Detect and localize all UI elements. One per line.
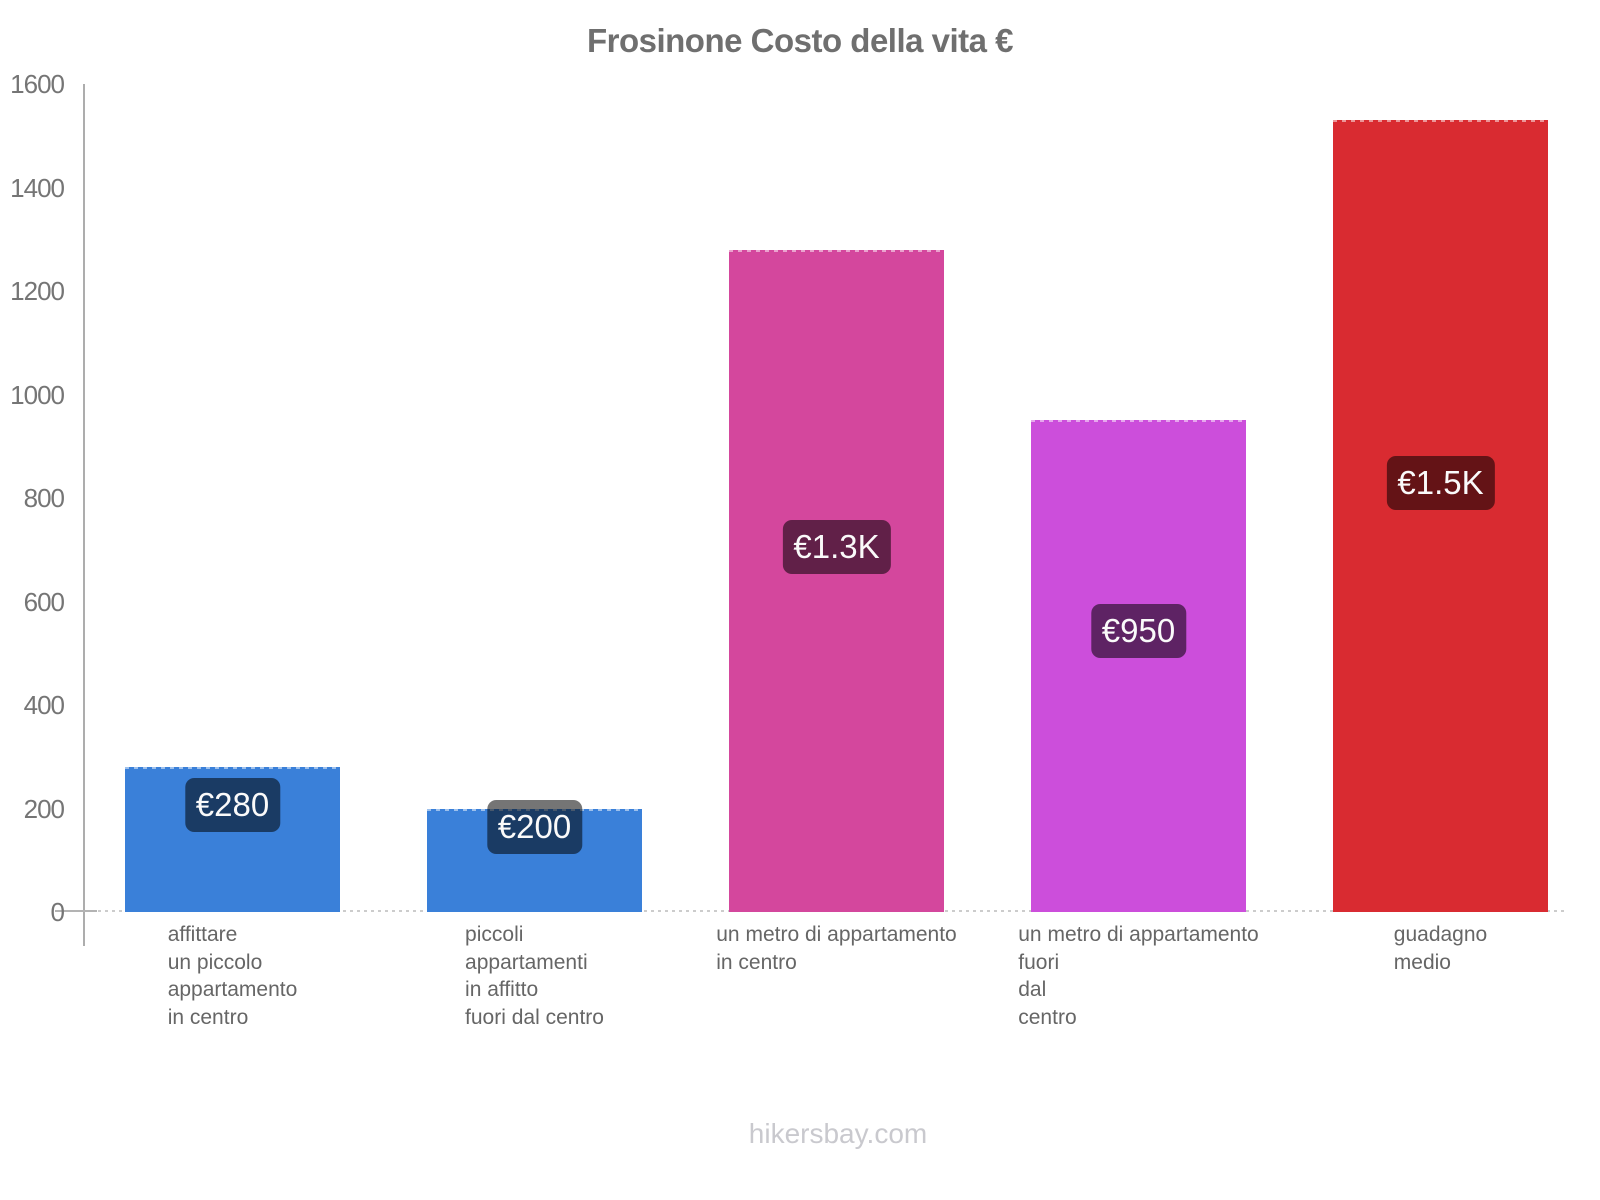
y-tick-label: 200 (23, 793, 65, 824)
y-tick-label: 600 (23, 586, 65, 617)
bar-value-badge: €1.5K (1386, 456, 1495, 510)
bar: €200 (427, 800, 642, 912)
x-tick-label: affittare un piccolo appartamento in cen… (167, 923, 298, 1029)
y-tick-label: 0 (50, 897, 65, 927)
x-tick-label: un metro di appartamento fuori dal centr… (1018, 923, 1259, 1029)
bar: €280 (125, 767, 340, 912)
bar-value-badge: €280 (184, 778, 281, 832)
y-tick-label: 1400 (10, 172, 65, 203)
bar-value-badge: €1.3K (782, 520, 891, 574)
bar: €1.3K (729, 250, 944, 912)
y-tick-label: 1000 (10, 379, 65, 410)
y-tick-label: 400 (23, 690, 65, 720)
bar-value-badge: €200 (486, 800, 583, 854)
y-tick-label: 1600 (10, 69, 65, 99)
footer-watermark: hikersbay.com (748, 1118, 928, 1149)
zero-tick (55, 910, 97, 912)
bar: €1.5K (1333, 120, 1548, 912)
x-tick-label: guadagno medio (1393, 923, 1488, 974)
y-tick-label: 800 (23, 483, 65, 513)
x-tick-label: un metro di appartamento in centro (716, 923, 957, 974)
chart-title: Frosinone Costo della vita € (586, 22, 1014, 59)
x-tick-label: piccoli appartamenti in affitto fuori da… (465, 923, 604, 1029)
y-axis-line (83, 84, 85, 946)
y-tick-label: 1200 (10, 276, 65, 306)
bar-value-badge: €950 (1090, 604, 1187, 658)
bar: €950 (1031, 420, 1246, 912)
